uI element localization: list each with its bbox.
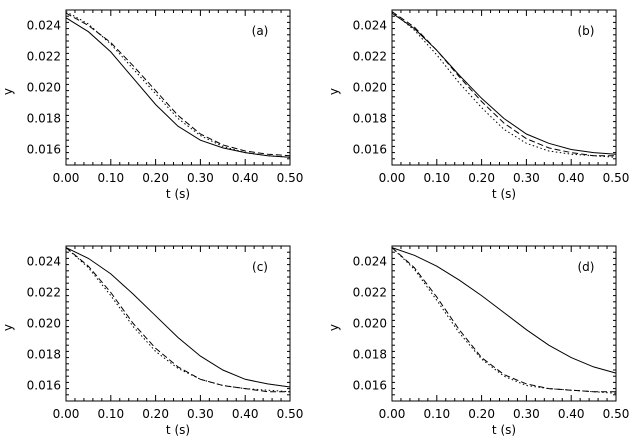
series-line-dotted (391, 247, 617, 394)
y-tick-label: 0.018 (27, 112, 61, 126)
y-tick-label: 0.024 (27, 19, 61, 33)
chart-panel: 0.00 0.10 0.20 0.30 0.40 0.50 0.016 0.018 0.020 0… (1, 245, 304, 437)
chart-panel: 0.00 0.10 0.20 0.30 0.40 0.50 0.016 0.018 0.020 0… (1, 9, 304, 201)
x-tick-label: 0.50 (603, 171, 630, 185)
x-axis-label: t (s) (492, 187, 516, 201)
x-tick-label: 0.40 (232, 407, 259, 421)
y-tick-label: 0.022 (353, 286, 387, 300)
x-tick-label: 0.10 (97, 407, 124, 421)
x-tick-label: 0.50 (603, 407, 630, 421)
x-tick-label: 0.00 (379, 171, 406, 185)
x-tick-label: 0.40 (558, 407, 585, 421)
x-tick-label: 0.30 (513, 407, 540, 421)
x-axis-label: t (s) (166, 187, 190, 201)
y-axis-label: y (327, 88, 341, 95)
y-tick-label: 0.022 (27, 286, 61, 300)
x-tick-label: 0.30 (187, 171, 214, 185)
x-axis-label: t (s) (492, 423, 516, 437)
panel-label: (c) (252, 260, 268, 274)
x-tick-label: 0.20 (142, 171, 169, 185)
panel-label: (a) (252, 24, 269, 38)
y-axis-label: y (327, 324, 341, 331)
x-tick-label: 0.30 (513, 171, 540, 185)
y-tick-label: 0.020 (27, 317, 61, 331)
y-axis-label: y (1, 324, 15, 331)
y-tick-label: 0.020 (353, 81, 387, 95)
x-tick-label: 0.10 (97, 171, 124, 185)
plot-frame (65, 9, 291, 166)
y-tick-label: 0.018 (353, 112, 387, 126)
x-tick-label: 0.20 (468, 407, 495, 421)
series-line-solid (65, 17, 291, 158)
y-axis-label: y (1, 88, 15, 95)
y-tick-label: 0.016 (353, 143, 387, 157)
y-tick-label: 0.016 (27, 379, 61, 393)
y-tick-label: 0.022 (353, 50, 387, 64)
x-tick-label: 0.10 (423, 407, 450, 421)
x-tick-label: 0.00 (53, 171, 80, 185)
x-tick-label: 0.00 (53, 407, 80, 421)
x-tick-label: 0.40 (558, 171, 585, 185)
y-tick-label: 0.016 (353, 379, 387, 393)
x-tick-label: 0.20 (142, 407, 169, 421)
x-tick-label: 0.30 (187, 407, 214, 421)
panel-label: (d) (578, 260, 595, 274)
y-tick-label: 0.018 (27, 348, 61, 362)
y-tick-label: 0.020 (27, 81, 61, 95)
series-line-dashed (65, 12, 291, 157)
x-tick-label: 0.20 (468, 171, 495, 185)
y-tick-label: 0.024 (27, 255, 61, 269)
x-tick-label: 0.50 (277, 407, 304, 421)
panel-label: (b) (578, 24, 595, 38)
y-tick-label: 0.018 (353, 348, 387, 362)
chart-panel: 0.00 0.10 0.20 0.30 0.40 0.50 0.016 0.018 0.020 0… (327, 9, 630, 201)
y-tick-label: 0.024 (353, 255, 387, 269)
chart-panel: 0.00 0.10 0.20 0.30 0.40 0.50 0.016 0.018 0.020 0… (327, 245, 630, 437)
plot-frame (65, 245, 291, 402)
x-tick-label: 0.10 (423, 171, 450, 185)
y-tick-label: 0.024 (353, 19, 387, 33)
y-tick-label: 0.022 (27, 50, 61, 64)
x-tick-label: 0.40 (232, 171, 259, 185)
series-line-dashed (391, 11, 616, 157)
y-tick-label: 0.016 (27, 143, 61, 157)
series-line-solid (65, 247, 291, 388)
y-tick-label: 0.020 (353, 317, 387, 331)
plot-frame (391, 245, 617, 402)
x-tick-label: 0.50 (277, 171, 304, 185)
x-axis-label: t (s) (166, 423, 190, 437)
x-tick-label: 0.00 (379, 407, 406, 421)
series-line-dashed (65, 247, 290, 393)
plot-frame (391, 9, 617, 166)
series-line-solid (391, 247, 617, 374)
